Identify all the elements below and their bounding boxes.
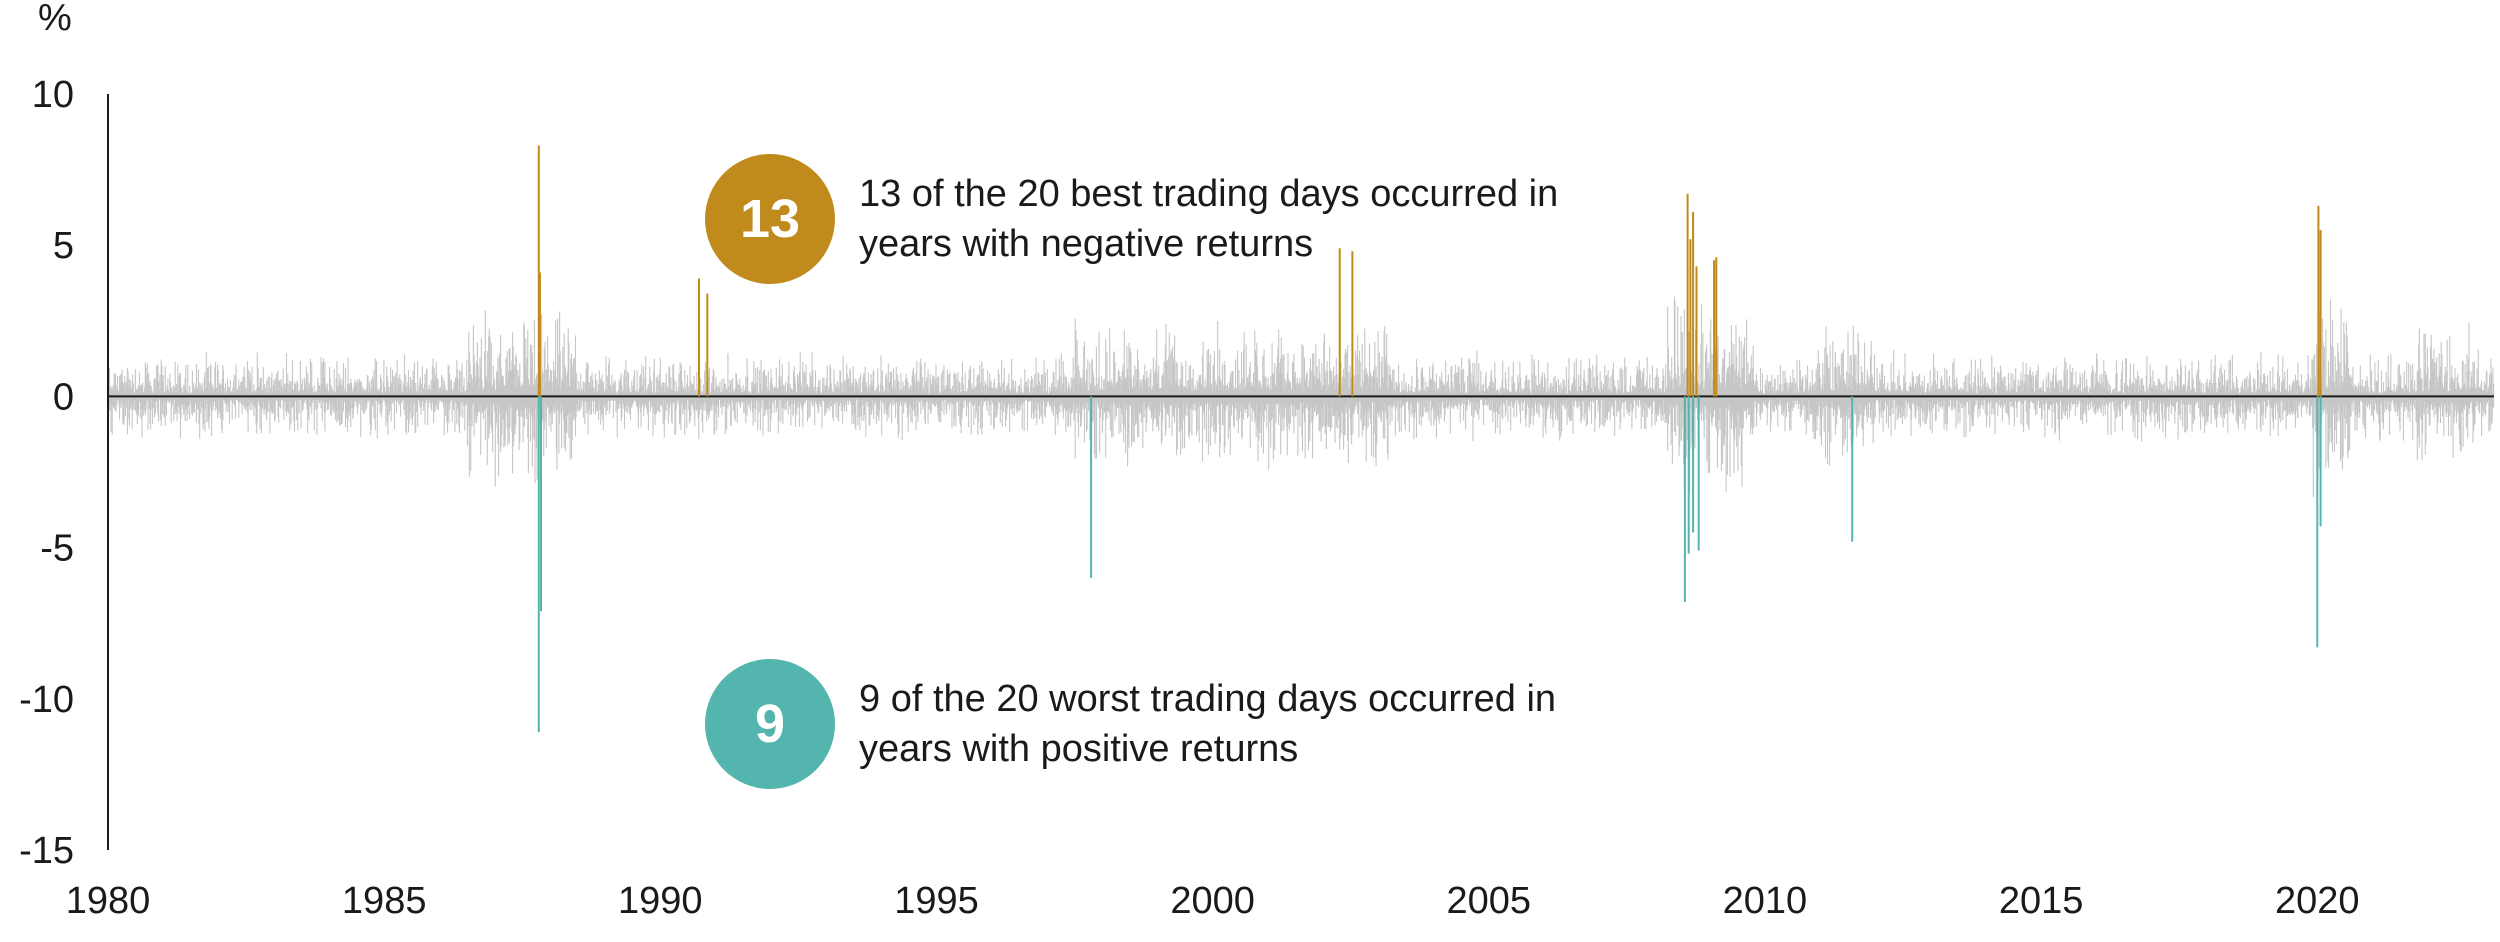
- best-days-badge: 13: [705, 154, 835, 284]
- y-tick-labels: 10 5 0 -5 -10 -15: [19, 74, 74, 872]
- y-tick-label: 0: [53, 376, 74, 418]
- x-tick-label: 1980: [66, 880, 151, 922]
- worst-days-annotation: 9 9 of the 20 worst trading days occurre…: [705, 659, 1619, 789]
- x-tick-label: 2010: [1723, 880, 1808, 922]
- y-tick-label: 10: [32, 74, 74, 116]
- y-axis-unit-label: %: [38, 0, 72, 39]
- y-tick-label: -10: [19, 679, 74, 721]
- x-tick-labels: 1980 1985 1990 1995 2000 2005 2010 2015 2020: [66, 880, 2360, 922]
- best-days-text-line1: 13 of the 20 best trading days occurred …: [859, 173, 1559, 215]
- x-tick-label: 2005: [1447, 880, 1532, 922]
- best-days-text-line2: years with negative returns: [859, 223, 1314, 265]
- x-tick-label: 1990: [618, 880, 703, 922]
- y-tick-label: -5: [40, 528, 74, 570]
- worst-days-text: 9 of the 20 worst trading days occurred …: [859, 674, 1619, 774]
- y-tick-label: 5: [53, 225, 74, 267]
- x-tick-label: 2020: [2275, 880, 2360, 922]
- best-days-text: 13 of the 20 best trading days occurred …: [859, 169, 1619, 269]
- x-tick-label: 2015: [1999, 880, 2084, 922]
- highlighted-day-bars: [537, 145, 2322, 733]
- y-tick-label: -15: [19, 830, 74, 872]
- worst-days-badge: 9: [705, 659, 835, 789]
- worst-days-text-line1: 9 of the 20 worst trading days occurred …: [859, 678, 1557, 720]
- best-days-annotation: 13 13 of the 20 best trading days occurr…: [705, 154, 1619, 284]
- x-tick-label: 2000: [1170, 880, 1255, 922]
- worst-days-text-line2: years with positive returns: [859, 728, 1299, 770]
- typical-day-bars: [107, 296, 2495, 498]
- x-tick-label: 1985: [342, 880, 427, 922]
- x-tick-label: 1995: [894, 880, 979, 922]
